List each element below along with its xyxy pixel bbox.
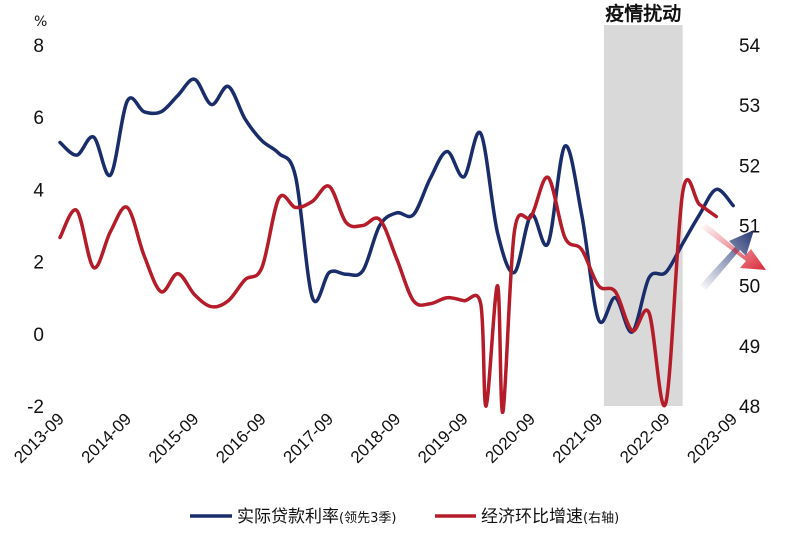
series-line-growth: [58, 175, 719, 414]
legend-label-growth: 经济环比增速(右轴): [481, 507, 619, 527]
legend: 实际贷款利率(领先3季) 经济环比增速(右轴): [190, 507, 619, 527]
right-tick-label: 51: [739, 217, 760, 238]
trend-arrows: [700, 223, 766, 290]
left-tick-label: -2: [27, 397, 44, 418]
left-tick-label: 0: [33, 325, 44, 346]
left-tick-label: 8: [33, 36, 44, 57]
x-tick-label: 2021-09: [549, 409, 607, 467]
shaded-region: [603, 25, 683, 406]
right-axis-ticks: 54 53 52 51 50 49 48: [739, 36, 761, 418]
x-axis-ticks: 2013-09 2014-09 2015-09 2016-09 2017-09 2018-…: [10, 409, 741, 467]
x-tick-label: 2015-09: [145, 409, 203, 467]
x-tick-label: 2020-09: [481, 409, 539, 467]
x-tick-label: 2013-09: [10, 409, 68, 467]
right-tick-label: 50: [739, 277, 760, 298]
series-line-loan-rate: [58, 77, 735, 334]
x-tick-label: 2017-09: [280, 409, 338, 467]
right-tick-label: 53: [739, 96, 760, 117]
left-tick-label: 6: [33, 108, 44, 129]
series-layer: [58, 77, 735, 414]
x-tick-label: 2014-09: [78, 409, 136, 467]
right-tick-label: 48: [739, 397, 760, 418]
left-tick-label: 2: [33, 253, 44, 274]
shaded-region-label: 疫情扰动: [605, 2, 681, 25]
x-tick-label: 2018-09: [347, 409, 405, 467]
blue-trend-arrow: [700, 230, 754, 290]
legend-label-loan-rate: 实际贷款利率(领先3季): [237, 507, 396, 527]
x-tick-label: 2023-09: [683, 409, 741, 467]
x-tick-label: 2022-09: [616, 409, 674, 467]
red-trend-arrow: [701, 223, 766, 270]
left-tick-label: 4: [33, 180, 44, 201]
left-axis-ticks: 8 6 4 2 0 -2: [27, 36, 44, 418]
right-tick-label: 54: [739, 36, 761, 57]
right-tick-label: 52: [739, 156, 760, 177]
x-tick-label: 2016-09: [212, 409, 270, 467]
right-tick-label: 49: [739, 337, 760, 358]
x-tick-label: 2019-09: [414, 409, 472, 467]
left-axis-unit: %: [34, 14, 47, 30]
